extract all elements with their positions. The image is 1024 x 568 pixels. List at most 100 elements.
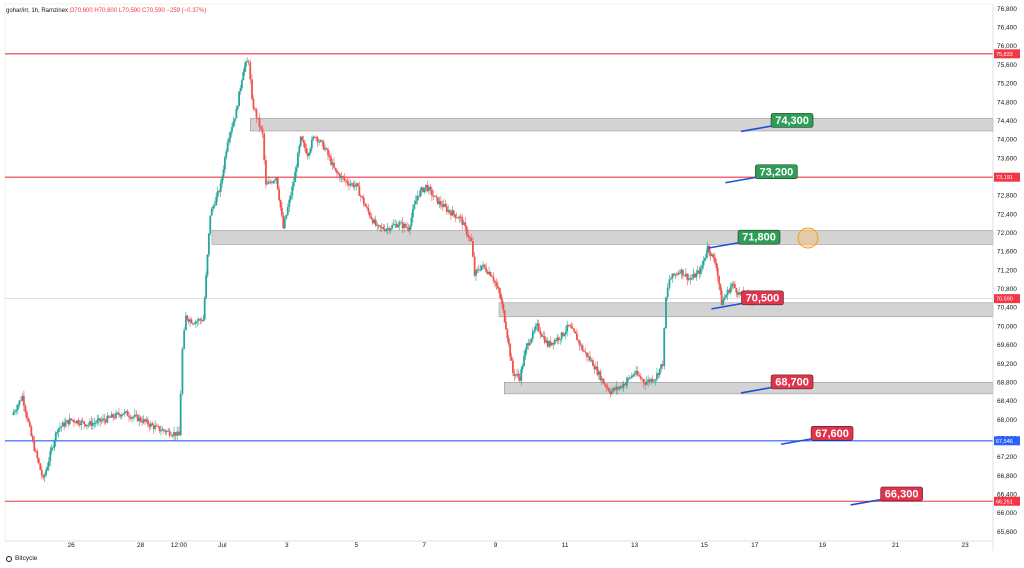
- candle-body: [148, 424, 151, 427]
- candle-body: [411, 208, 414, 218]
- candle-body: [49, 451, 52, 462]
- candle-body: [34, 451, 37, 452]
- candle-body: [673, 273, 675, 276]
- candle-body: [222, 169, 225, 178]
- price-tick-label: 69,600: [997, 342, 1017, 349]
- candle-body: [382, 226, 385, 230]
- candle-body: [386, 228, 389, 230]
- candle-body: [107, 415, 110, 418]
- time-tick-label: 15: [701, 542, 709, 549]
- candle-body: [189, 319, 191, 322]
- candle-body: [476, 269, 479, 271]
- candle-body: [83, 421, 86, 425]
- candle-body: [542, 336, 545, 337]
- candle-body: [22, 395, 25, 406]
- time-tick-label: 11: [562, 542, 569, 549]
- candle-body: [645, 381, 648, 385]
- price-tick-label: 71,600: [997, 249, 1017, 256]
- price-tick-label: 75,200: [997, 81, 1017, 88]
- price-axis[interactable]: 76,800 76,400 76,000 75,600 75,200 74,800 74,4…: [992, 4, 1017, 551]
- callout-pointer: [850, 498, 885, 506]
- candle-body: [340, 176, 343, 179]
- candle-body: [398, 222, 401, 226]
- candle-body: [491, 276, 493, 277]
- candle-body: [413, 204, 416, 209]
- candle-body: [573, 328, 576, 332]
- candle-body: [337, 172, 340, 175]
- callout-label: 73,200: [760, 166, 794, 178]
- callout-box: [755, 164, 798, 180]
- candle-body: [162, 429, 165, 431]
- candle-body: [28, 421, 31, 427]
- candle-body: [400, 222, 402, 224]
- candle-body: [370, 216, 373, 220]
- candle-body: [656, 373, 658, 380]
- candle-body: [407, 227, 410, 231]
- candle-body: [603, 383, 606, 385]
- candle-body: [30, 426, 33, 436]
- candle-body: [70, 418, 72, 420]
- candle-body: [40, 469, 43, 476]
- candle-body: [106, 415, 109, 423]
- candle-body: [706, 245, 709, 254]
- candle-body: [291, 186, 294, 196]
- time-tick-label: 9: [494, 542, 498, 549]
- candle-body: [258, 117, 261, 127]
- time-axis[interactable]: 26 28 12:00 Jul 3 5 7 9 11 13 15 17 19 21 23: [5, 540, 993, 549]
- candle-body: [39, 463, 42, 470]
- candle-body: [67, 420, 70, 425]
- callout-pointer: [740, 124, 776, 133]
- candle-body: [283, 218, 286, 229]
- candle-body: [577, 340, 580, 341]
- candle-body: [219, 183, 222, 192]
- candle-body: [279, 199, 282, 208]
- candle-body: [81, 420, 84, 422]
- candle-body: [410, 217, 413, 226]
- candle-body: [303, 142, 306, 149]
- callout-box: [810, 426, 854, 441]
- candle-body: [480, 265, 483, 270]
- candle-body: [489, 272, 492, 277]
- candle-body: [365, 206, 368, 208]
- candle-body: [505, 321, 507, 330]
- candle-body: [77, 420, 80, 425]
- candle-body: [31, 435, 34, 442]
- candle-body: [671, 273, 674, 279]
- candle-body: [660, 364, 663, 369]
- candle-body: [720, 290, 723, 306]
- candle-body: [618, 387, 621, 390]
- candle-body: [285, 214, 288, 219]
- callout-pointer: [707, 241, 743, 249]
- candle-body: [330, 157, 332, 165]
- candle-body: [71, 419, 74, 421]
- candle-body: [583, 350, 585, 352]
- candle-body: [278, 189, 281, 200]
- candle-body: [294, 171, 297, 183]
- bitcycle-logo-icon: [6, 555, 12, 562]
- candle-body: [729, 286, 732, 293]
- candle-body: [138, 417, 141, 422]
- candle-body: [155, 425, 158, 427]
- candle-body: [616, 386, 619, 390]
- time-tick-label: 21: [892, 542, 900, 549]
- candle-body: [301, 136, 303, 141]
- candle-body: [592, 360, 594, 367]
- candle-body: [251, 79, 253, 100]
- candle-body: [348, 183, 350, 186]
- candle-body: [510, 356, 513, 361]
- candle-body: [566, 324, 569, 332]
- candle-body: [47, 461, 50, 467]
- candle-body: [233, 118, 236, 122]
- candle-body: [719, 284, 722, 291]
- candle-body: [136, 414, 139, 422]
- brand-watermark: Bitcycle: [6, 555, 37, 562]
- candle-body: [689, 278, 692, 280]
- candle-body: [595, 366, 597, 370]
- candle-body: [429, 186, 432, 190]
- candle-body: [263, 133, 266, 161]
- candle-body: [147, 419, 149, 425]
- candle-body: [602, 378, 605, 384]
- candle-body: [433, 195, 436, 197]
- candle-body: [692, 273, 695, 279]
